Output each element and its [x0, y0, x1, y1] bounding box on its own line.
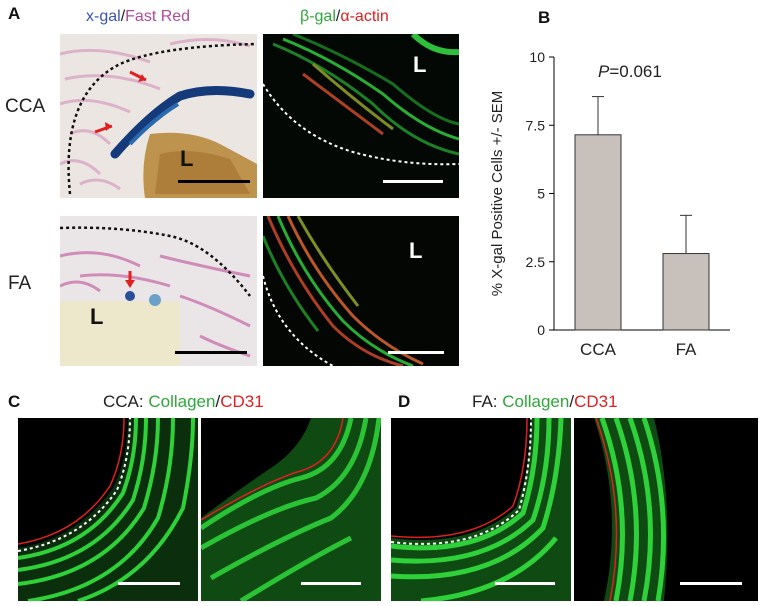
y-axis-label: % X-gal Positive Cells +/- SEM	[489, 91, 506, 296]
bar-chart-svg: 0 2.5 5 7.5 10 CCA FA % X-gal Positive Cells +/…	[489, 49, 730, 359]
micrograph-fa-collagen-1	[391, 418, 571, 601]
lumen-label: L	[409, 238, 423, 263]
header-separator: /	[335, 8, 341, 25]
panel-b-letter: B	[538, 8, 551, 27]
y-tick-label: 10	[529, 49, 545, 65]
micrograph-cca-fluorescence: L	[263, 34, 459, 198]
x-tick-label: FA	[676, 340, 697, 359]
collagen-label: Collagen	[148, 392, 216, 411]
lumen-label: L	[180, 146, 194, 171]
collagen-label: Collagen	[502, 392, 570, 411]
fast-red-label: Fast Red	[125, 8, 191, 25]
title-separator: /	[215, 392, 221, 411]
cd31-label: CD31	[220, 392, 264, 411]
micrograph-cca-collagen-1	[18, 418, 198, 601]
header-separator: /	[120, 8, 126, 25]
micrograph-cca-xgal: L	[60, 34, 257, 198]
lumen-label: L	[90, 304, 104, 329]
title-separator: /	[569, 392, 575, 411]
panel-c-prefix: CCA:	[103, 392, 149, 411]
bar-chart: 0 2.5 5 7.5 10 CCA FA % X-gal Positive Cells +/…	[480, 40, 750, 370]
p-value: =0.061	[609, 62, 662, 81]
micrograph-fa-collagen-2	[574, 418, 758, 601]
y-tick-label: 7.5	[526, 117, 546, 133]
p-value-annotation: P=0.061	[598, 62, 662, 82]
y-tick-label: 2.5	[526, 254, 546, 270]
p-symbol: P	[598, 62, 610, 81]
micrograph-fa-fluorescence: L	[263, 216, 459, 366]
panel-a-right-header: β-gal/α-actin	[300, 8, 389, 26]
row-label-fa: FA	[8, 273, 32, 294]
panel-a-letter: A	[8, 4, 21, 23]
micrograph-cca-collagen-2	[201, 418, 381, 601]
bar-cca	[574, 134, 622, 331]
panel-d-title: FA: Collagen/CD31	[472, 392, 618, 412]
x-tick-label: CCA	[580, 340, 617, 359]
beta-gal-label: β-gal	[300, 8, 336, 25]
y-tick-label: 0	[537, 322, 545, 338]
panel-d-letter: D	[398, 392, 411, 411]
xgal-label: x-gal	[86, 8, 121, 25]
micrograph-fa-xgal: L	[60, 216, 257, 366]
panel-c-title: CCA: Collagen/CD31	[103, 392, 264, 412]
panel-d-prefix: FA:	[472, 392, 503, 411]
y-tick-label: 5	[537, 186, 545, 202]
cd31-label: CD31	[574, 392, 618, 411]
alpha-actin-label: α-actin	[340, 8, 389, 25]
row-label-cca: CCA	[5, 96, 46, 117]
panel-a-left-header: x-gal/Fast Red	[86, 8, 190, 26]
lumen-label: L	[413, 52, 427, 77]
panel-c-letter: C	[8, 392, 21, 411]
bar-fa	[662, 253, 710, 331]
